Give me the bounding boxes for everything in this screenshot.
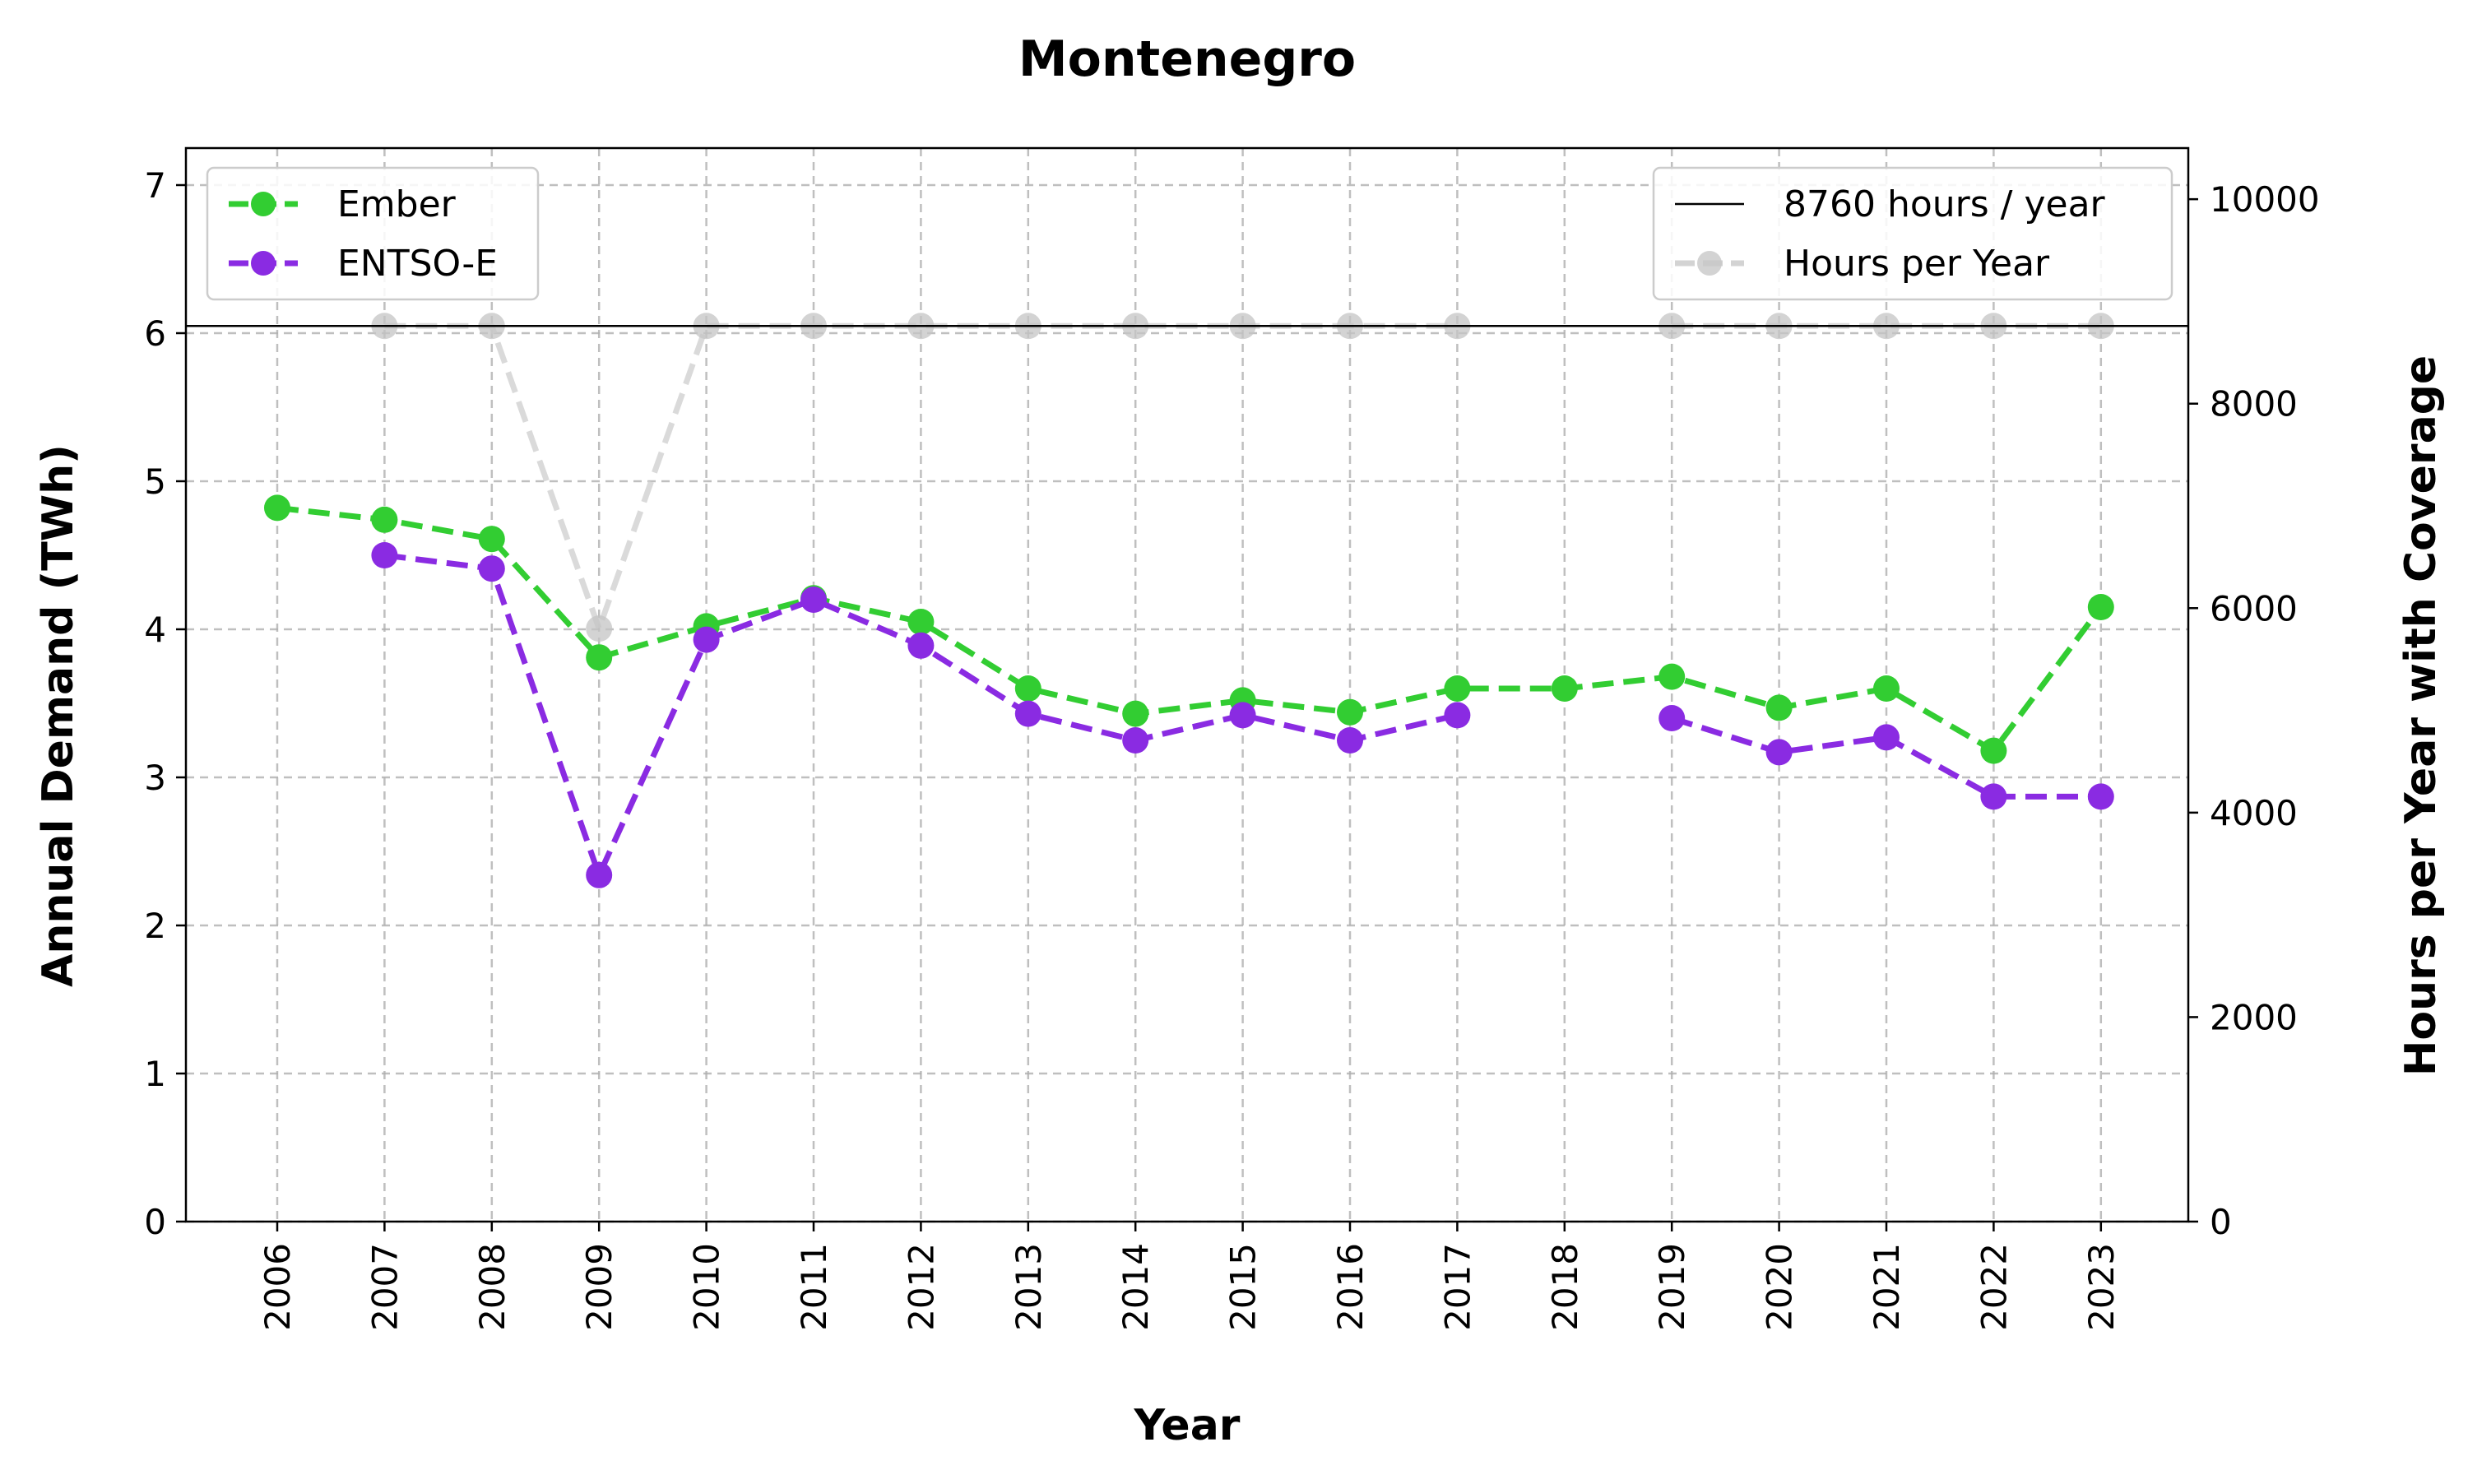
data-point [586, 615, 613, 642]
data-point [1980, 783, 2007, 810]
data-point [1014, 675, 1041, 702]
legend-right: 8760 hours / year Hours per Year [1652, 166, 2173, 301]
data-point [907, 632, 935, 659]
x-tick-label: 2016 [1330, 1243, 1371, 1331]
data-point [1658, 663, 1686, 690]
data-point [1658, 705, 1686, 731]
data-point [1122, 727, 1149, 754]
plot-frame [184, 146, 2190, 1223]
x-tick-label: 2012 [901, 1243, 941, 1331]
x-tick-label: 2014 [1116, 1243, 1156, 1331]
x-tick-label: 2015 [1223, 1243, 1264, 1331]
y-tick-label: 3 [144, 758, 166, 798]
y2-tick-label: 8000 [2210, 384, 2298, 424]
legend-left-frame [206, 166, 540, 301]
data-point [371, 506, 398, 533]
data-point [1229, 702, 1256, 729]
data-point [1765, 694, 1793, 721]
data-point [1551, 675, 1578, 702]
data-point [1765, 739, 1793, 766]
x-tick-label: 2019 [1652, 1243, 1692, 1331]
x-tick-label: 2023 [2081, 1243, 2122, 1331]
x-tick-label: 2021 [1867, 1243, 1907, 1331]
data-point [800, 587, 827, 613]
legend-hours-label: Hours per Year [1784, 243, 2050, 285]
y-axis-title: Annual Demand (TWh) [34, 444, 83, 987]
data-point [586, 861, 613, 888]
data-point [1014, 700, 1041, 727]
x-axis-title: Year [1134, 1401, 1241, 1450]
y2-tick-label: 0 [2210, 1202, 2232, 1242]
x-tick-label: 2006 [257, 1243, 298, 1331]
legend-ember-label: Ember [337, 183, 457, 225]
data-point [371, 542, 398, 568]
data-point [1337, 727, 1363, 754]
legend-hours-swatch-marker [1697, 251, 1722, 276]
y-tick-label: 7 [144, 165, 166, 206]
data-point [264, 494, 290, 522]
x-tick-label: 2007 [364, 1243, 405, 1331]
data-point [1873, 724, 1900, 751]
data-point [693, 626, 720, 653]
data-point [1444, 702, 1471, 729]
x-tick-label: 2008 [472, 1243, 513, 1331]
legend-left: Ember ENTSO-E [206, 166, 540, 301]
y2-tick-label: 6000 [2210, 588, 2298, 628]
y-tick-label: 5 [144, 461, 166, 502]
x-tick-label: 2022 [1974, 1243, 2014, 1331]
legend-right-frame [1652, 166, 2173, 301]
chart-title: Montenegro [1018, 30, 1356, 88]
data-point [1873, 675, 1900, 702]
x-tick-label: 2017 [1437, 1243, 1478, 1331]
x-tick-label: 2009 [579, 1243, 619, 1331]
y-tick-label: 6 [144, 313, 166, 354]
y-tick-label: 0 [144, 1202, 166, 1242]
axes: 0 1 2 3 4 5 6 7 0 2000 4000 6000 8000 10000 2006 2007 20… [144, 146, 2320, 1331]
data-point [1337, 698, 1363, 726]
data-point [478, 526, 505, 553]
series-line [276, 504, 2104, 754]
data-point [586, 644, 613, 671]
data-point [907, 609, 935, 635]
x-tick-label: 2010 [687, 1243, 727, 1331]
y-tick-label: 2 [144, 906, 166, 946]
y2-tick-label: 4000 [2210, 793, 2298, 833]
y-tick-label: 1 [144, 1054, 166, 1094]
y2-tick-label: 2000 [2210, 997, 2298, 1037]
y2-tick-label: 10000 [2210, 179, 2320, 220]
data-point [478, 555, 505, 582]
x-tick-label: 2011 [794, 1243, 834, 1331]
legend-ember-swatch-marker [251, 192, 276, 216]
y2-axis-title: Hours per Year with Coverage [2396, 355, 2446, 1076]
data-point [1444, 675, 1471, 702]
data-point [2087, 783, 2114, 810]
data-point [2087, 594, 2114, 620]
legend-entsoe-swatch-marker [251, 251, 276, 276]
x-tick-label: 2018 [1545, 1243, 1585, 1331]
data-point [1122, 700, 1149, 727]
y-tick-label: 4 [144, 610, 166, 650]
x-tick-label: 2013 [1009, 1243, 1049, 1331]
data-point [1980, 737, 2007, 764]
x-tick-label: 2020 [1760, 1243, 1800, 1331]
series-entso-e [371, 542, 2114, 888]
legend-entsoe-label: ENTSO-E [337, 243, 498, 285]
series-layer [186, 313, 2188, 888]
legend-reference-label: 8760 hours / year [1784, 183, 2106, 225]
